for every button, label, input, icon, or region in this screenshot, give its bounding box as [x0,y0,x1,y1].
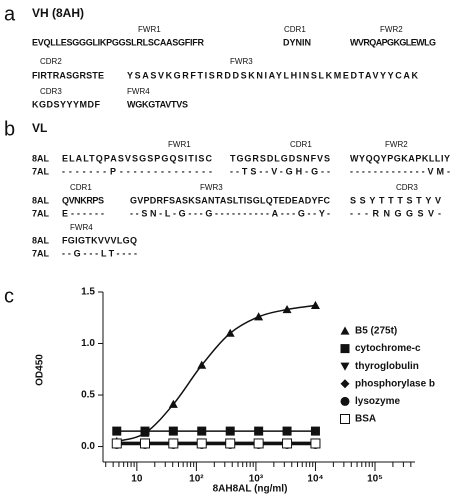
y-tick-label: 0.5 [81,390,95,401]
series-line [116,304,316,443]
row-label: 8AL [32,235,50,245]
data-point [310,426,320,436]
panel-title: VH (8AH) [32,6,84,20]
region-label: FWR1 [138,25,161,34]
panel-label: a [4,3,16,25]
region-label: CDR3 [396,183,418,192]
region-label: FWR2 [385,140,408,149]
row-label: 7AL [32,248,50,258]
x-tick-label: 10² [189,474,204,485]
sequence: --G---LT---- [62,248,137,258]
y-tick-label: 1.0 [81,338,95,349]
row-label: 7AL [32,208,50,218]
region-label: CDR2 [40,57,62,66]
data-point [225,426,235,436]
x-tick-label: 10 [131,474,143,485]
x-tick-label: 10⁴ [307,474,323,485]
sequence: WYQQYPGKAPKLLIY [350,153,450,163]
sequence: --TS--V-GH-G-- [230,166,330,176]
data-point [140,426,150,436]
sequence: WGKGTAVTVS [127,99,188,109]
row-label: 7AL [32,166,50,176]
sequence: -------------VM- [350,166,450,176]
panel-label: b [4,118,15,140]
data-point [254,312,264,321]
panel-title: VL [32,121,47,135]
data-point [168,438,179,449]
y-tick-label: 1.5 [81,287,95,298]
sequence: GVPDRFSASKSANTASLTISGLQTEDEADYFC [130,195,331,205]
data-point [225,328,235,337]
data-point [197,360,207,369]
x-tick-label: 10³ [249,474,264,485]
region-label: FWR4 [70,223,93,232]
data-point [197,426,207,436]
legend-label: cytochrome-c [355,343,421,354]
y-axis-title: OD450 [35,354,46,386]
data-point [168,399,178,408]
data-point [139,438,150,449]
sequence: DYNIN [283,37,311,47]
data-point [112,426,122,436]
sequence: --SN-L-G---G----------A---G--Y- [130,208,330,218]
sequence: TGGRSDLGDSNFVS [230,153,330,163]
region-label: FWR3 [230,57,253,66]
data-point [310,438,321,449]
sequence: EVQLLESGGGLIKPGGSLRLSCAASGFIFR [32,37,205,47]
sequence: YSASVKGRFTISRDDSKNIAYLHINSLKMEDTAVYYCAK [127,70,419,80]
data-point [168,426,178,436]
data-point [282,426,292,436]
y-tick-label: 0.0 [81,441,95,452]
sequence: WVRQAPGKGLEWLG [350,37,436,47]
region-label: CDR1 [290,140,312,149]
region-label: FWR4 [127,87,150,96]
sequence: ELALTQPASVSGSPGQSITISC [62,153,213,163]
legend-marker [340,414,350,424]
sequence: FGIGTKVVVLGQ [62,235,137,245]
region-label: CDR1 [284,25,306,34]
sequence: -------P-------------- [62,166,212,176]
legend-marker [340,362,350,371]
legend-label: phosphorylase b [355,378,435,389]
region-label: FWR2 [380,25,403,34]
region-label: CDR3 [40,87,62,96]
row-label: 8AL [32,153,50,163]
sequence: E------ [62,208,104,218]
data-point [111,438,122,449]
legend-label: thyroglobulin [355,361,419,372]
data-point [225,438,236,449]
data-point [282,305,292,314]
sequence: QVNKRPS [62,195,104,205]
legend-label: BSA [355,414,376,425]
sequence: ---RNGGSV- [350,208,441,218]
legend-marker [340,326,350,335]
legend-marker [340,396,350,406]
legend-marker [340,379,350,389]
sequence: FIRTRASGRSTE [32,70,104,80]
data-point [196,438,207,449]
x-axis-title: 8AH8AL (ng/ml) [213,484,288,495]
region-label: CDR1 [70,183,92,192]
legend-label: B5 (275t) [355,326,397,337]
legend-marker [340,344,350,354]
region-label: FWR3 [200,183,223,192]
data-point [310,300,320,309]
data-point [254,426,264,436]
sequence: KGDSYYYMDF [32,99,101,109]
data-point [253,438,264,449]
data-point [282,438,293,449]
sequence: SSYTTTSTYV [350,195,441,205]
x-tick-label: 10⁵ [367,474,383,485]
legend-label: lysozyme [355,396,400,407]
row-label: 8AL [32,195,50,205]
panel-label: c [4,285,14,307]
region-label: FWR1 [168,140,191,149]
